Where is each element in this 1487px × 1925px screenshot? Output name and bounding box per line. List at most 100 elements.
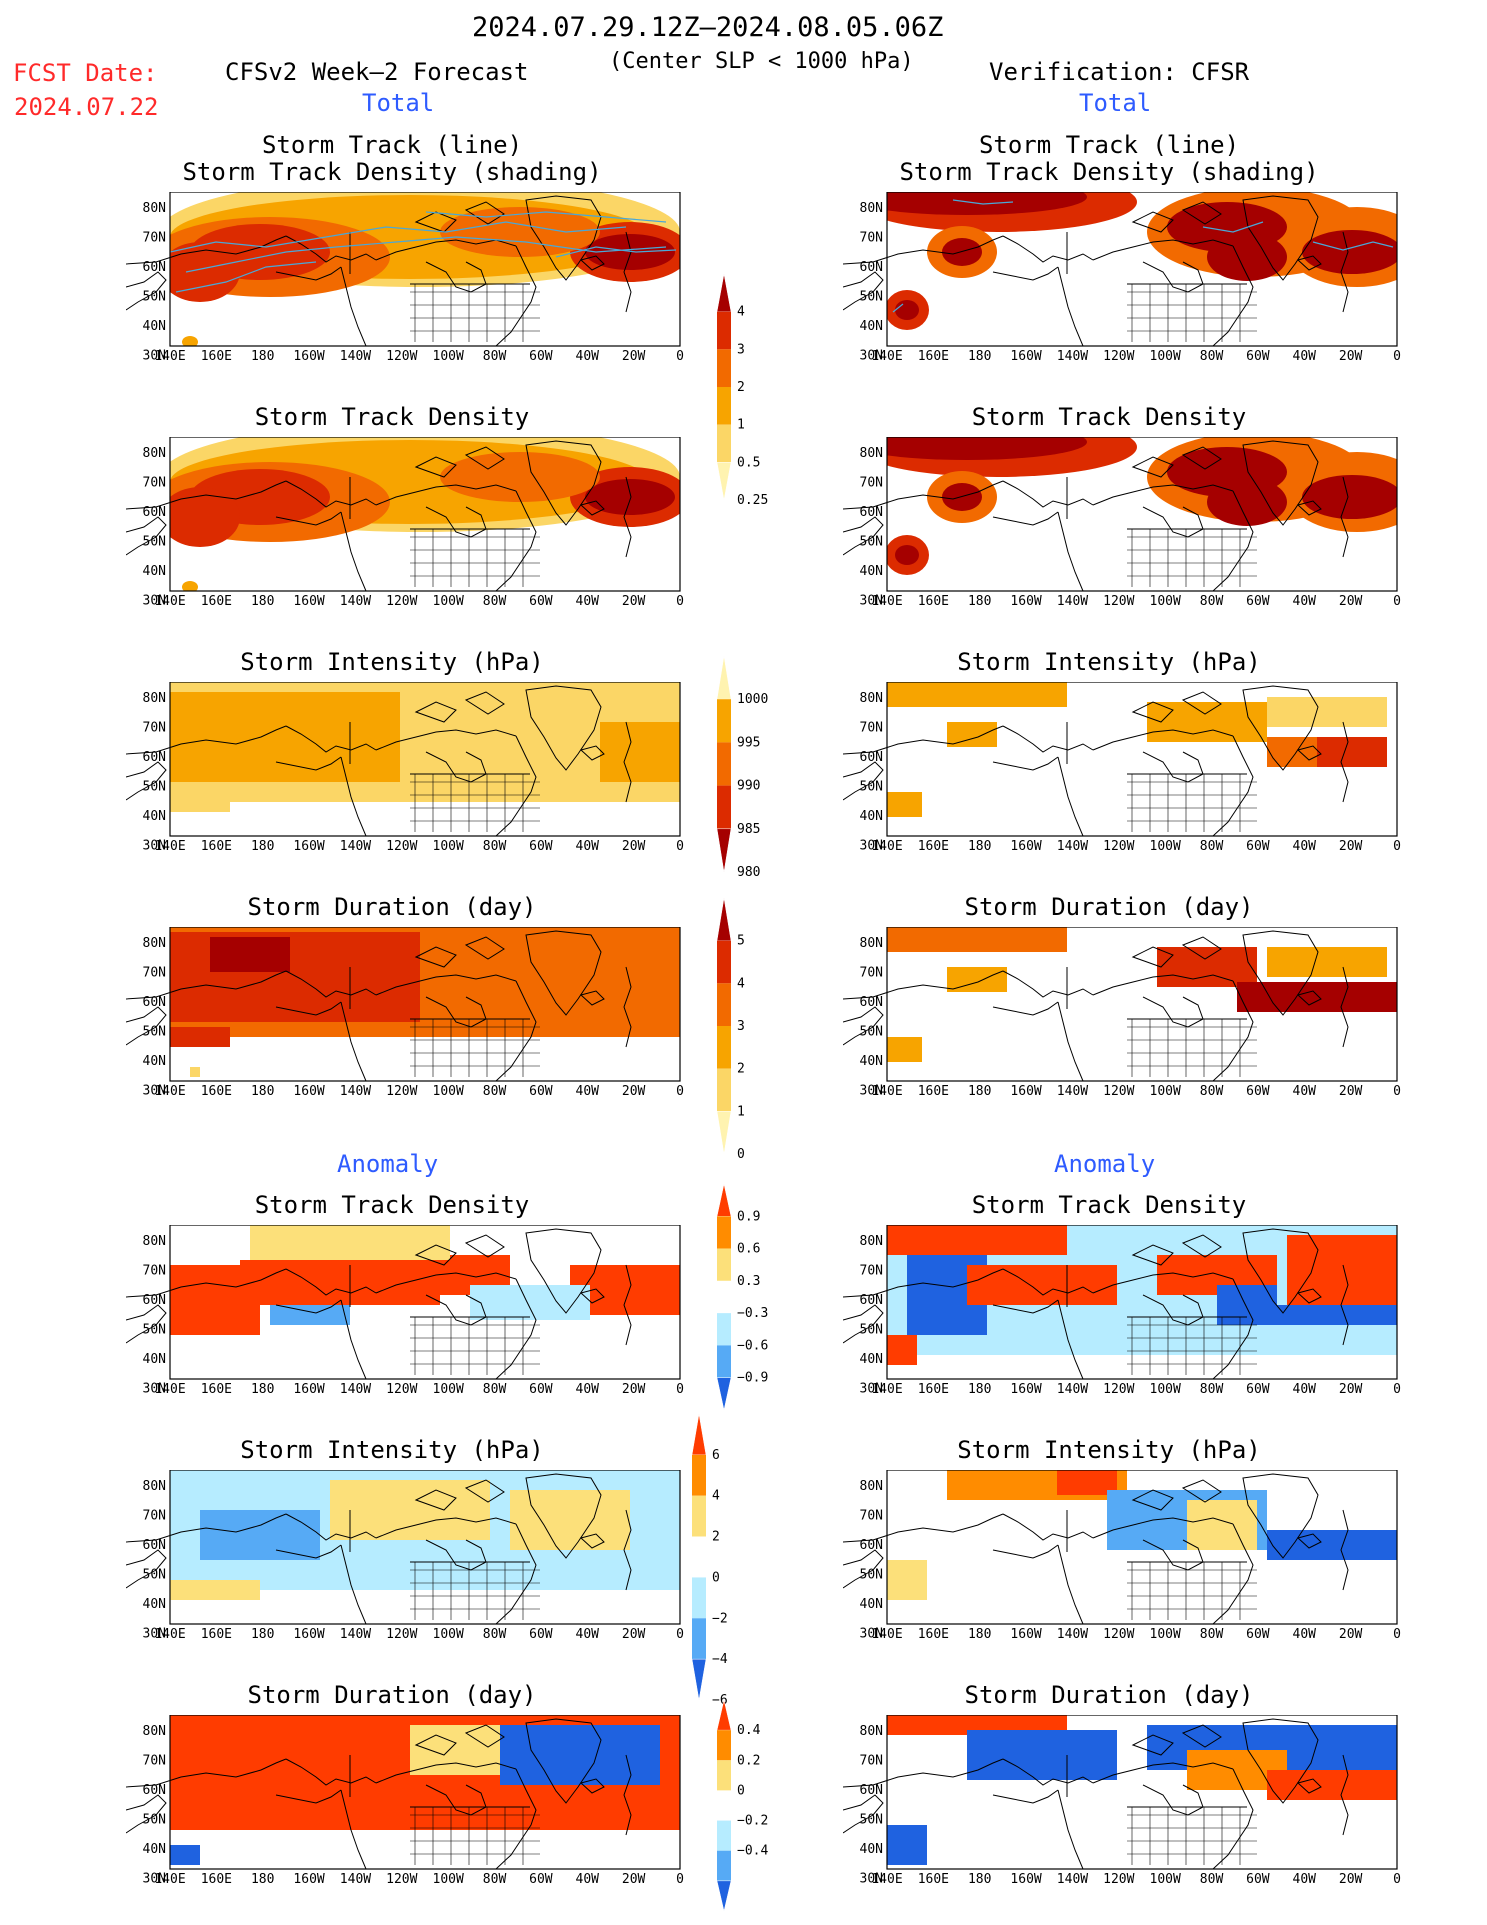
coastline — [275, 511, 342, 526]
lon-tick-label: 80W — [483, 594, 507, 609]
right-anom-duration-title: Storm Duration (day) — [964, 1681, 1254, 1709]
lon-tick-label: 160E — [918, 349, 949, 364]
coastline — [623, 1509, 632, 1591]
coastline — [375, 239, 517, 261]
shaded-cell — [170, 1027, 230, 1047]
colorbar-label: 1000 — [737, 692, 768, 707]
left-anom-intensity-title: Storm Intensity (hPa) — [240, 1436, 544, 1464]
colorbar-swatch — [717, 1313, 731, 1346]
shading-layer — [887, 927, 1397, 1062]
lat-tick-label: 70N — [143, 476, 166, 491]
lon-tick-label: 180 — [968, 594, 991, 609]
left-total-label: Total — [362, 89, 435, 117]
coastline — [992, 1789, 1059, 1804]
lat-tick-label: 60N — [860, 995, 883, 1010]
lon-tick-label: 0 — [676, 1872, 684, 1887]
lat-tick-label: 80N — [860, 1234, 883, 1249]
coastline — [1131, 701, 1174, 723]
coastline — [275, 266, 342, 281]
colorbar-label: 0.6 — [737, 1242, 760, 1257]
colorbar-swatch — [692, 1454, 706, 1496]
lat-tick-label: 30N — [143, 594, 166, 609]
coastline — [1181, 1479, 1222, 1503]
colorbar-swatch — [717, 1730, 731, 1761]
lon-tick-label: 100W — [1150, 349, 1181, 364]
colorbar-label: 0.9 — [737, 1209, 760, 1224]
coastline — [843, 761, 884, 801]
plot-frame — [886, 682, 1398, 837]
lat-tick-label: 80N — [143, 691, 166, 706]
plot-frame — [169, 192, 681, 347]
lon-tick-label: 120W — [1103, 349, 1134, 364]
lat-tick-label: 40N — [143, 809, 166, 824]
lon-tick-label: 40W — [576, 349, 600, 364]
shaded-cell — [600, 722, 680, 782]
lat-tick-label: 60N — [143, 750, 166, 765]
lon-tick-label: 0 — [1393, 1382, 1401, 1397]
lon-tick-label: 160W — [1010, 594, 1041, 609]
coastline — [495, 490, 537, 592]
colorbar-swatch — [692, 1618, 706, 1660]
state-borders — [410, 774, 540, 832]
lon-tick-label: 80W — [1200, 594, 1224, 609]
lon-tick-label: 160E — [201, 1084, 232, 1099]
coastline — [414, 1244, 457, 1266]
colorbar-label: 995 — [737, 735, 760, 750]
lon-tick-label: 80W — [1200, 1382, 1224, 1397]
coastline — [992, 511, 1059, 526]
state-borders — [410, 529, 540, 587]
lat-tick-label: 30N — [860, 839, 883, 854]
coastline — [1340, 1754, 1349, 1836]
storm-track-lines — [169, 211, 677, 293]
coastline — [1242, 1228, 1319, 1314]
fcst-date-value: 2024.07.22 — [14, 93, 159, 121]
coastline — [1002, 1268, 1094, 1296]
coastline — [1092, 239, 1234, 261]
lon-tick-label: 140E — [154, 839, 185, 854]
colorbar-swatch — [717, 785, 731, 829]
coastline — [579, 1288, 605, 1304]
coastline — [1057, 511, 1084, 592]
shaded-cell — [1267, 947, 1387, 977]
coastline-overlay — [843, 440, 1349, 592]
state-borders — [410, 1019, 540, 1077]
lat-tick-label: 40N — [860, 1352, 883, 1367]
lon-tick-label: 100W — [433, 839, 464, 854]
coastline — [375, 1517, 517, 1539]
coastline-overlay — [843, 1473, 1349, 1625]
lon-tick-label: 40W — [576, 1872, 600, 1887]
coastline — [495, 1523, 537, 1625]
coastline — [126, 725, 287, 755]
shaded-cell — [1217, 1285, 1277, 1325]
lon-tick-label: 160W — [293, 349, 324, 364]
lat-tick-label: 30N — [860, 594, 883, 609]
coastline — [340, 511, 367, 592]
left-track-title: Storm Track (line) Storm Track Density (… — [182, 131, 602, 186]
shaded-region — [895, 300, 919, 320]
lon-tick-label: 40W — [576, 594, 600, 609]
coastline — [1092, 1762, 1234, 1784]
coastline — [1340, 1509, 1349, 1591]
colorbar-swatch — [692, 1536, 706, 1578]
colorbar-label: 1 — [737, 418, 745, 433]
coastline — [525, 685, 602, 771]
lat-tick-label: 30N — [860, 1627, 883, 1642]
lon-tick-label: 160W — [293, 1382, 324, 1397]
lon-tick-label: 160E — [918, 1872, 949, 1887]
plot-frame — [169, 1470, 681, 1625]
colorbar-swatch — [717, 1068, 731, 1112]
lat-tick-label: 50N — [860, 1813, 883, 1828]
lon-tick-label: 160W — [293, 594, 324, 609]
coastline-overlay — [843, 195, 1349, 347]
lon-tick-label: 140W — [1057, 1382, 1088, 1397]
coastline — [1181, 201, 1222, 225]
plot-frame — [886, 1225, 1398, 1380]
coastline — [375, 729, 517, 751]
coastline-overlay — [126, 930, 632, 1082]
lat-tick-label: 80N — [860, 201, 883, 216]
lat-tick-label: 80N — [143, 1479, 166, 1494]
lon-tick-label: 180 — [251, 349, 274, 364]
